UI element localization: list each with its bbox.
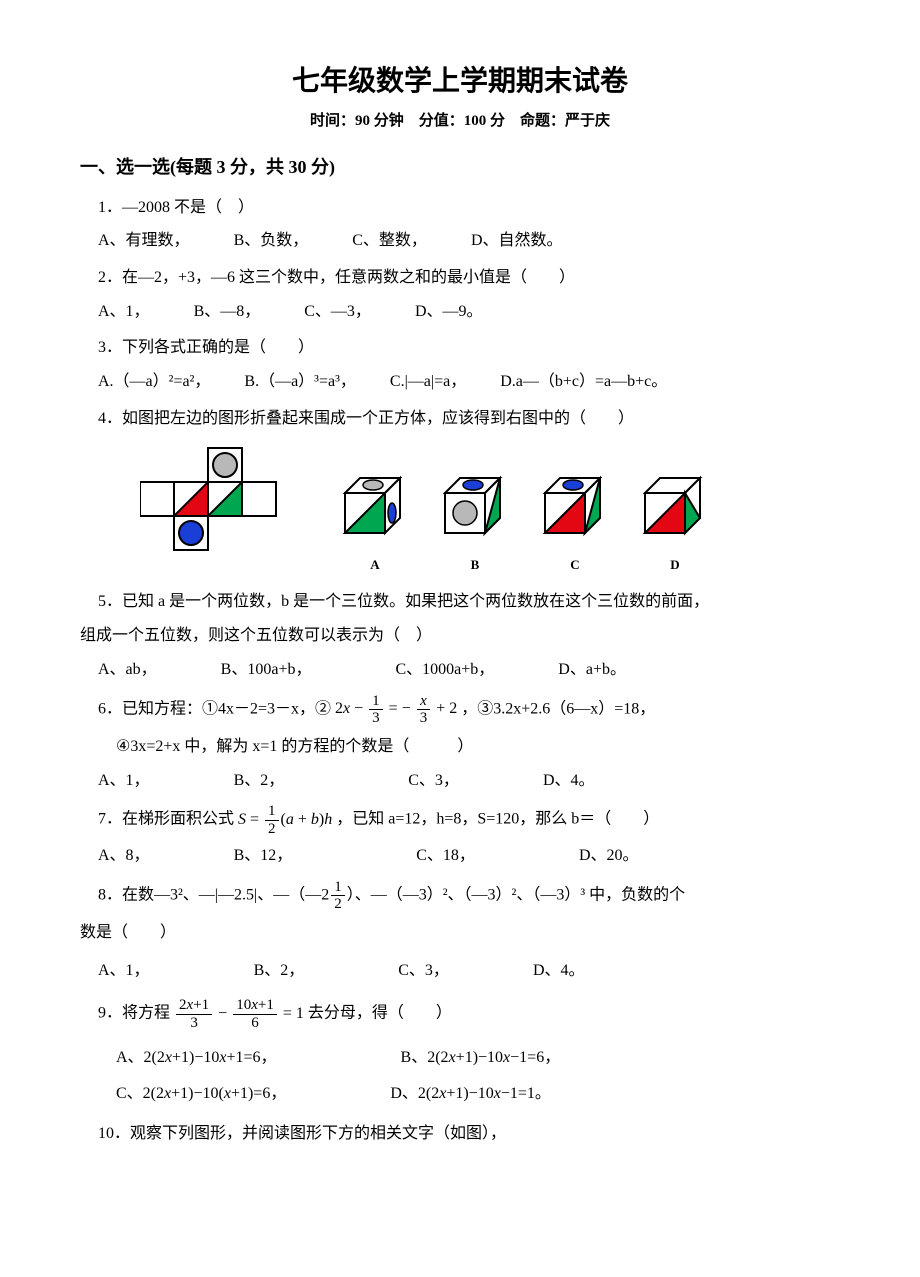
q5-opt-d: D、a+b。 — [558, 657, 626, 683]
q8-prefix: 8．在数—3²、—|—2.5|、—（—2 — [98, 886, 329, 903]
q6-prefix: 6．已知方程：①4x－2=3－x，② — [98, 700, 335, 717]
question-5-options: A、ab， B、100a+b， C、1000a+b， D、a+b。 — [98, 657, 840, 683]
q7-opt-a: A、8， — [98, 843, 150, 869]
q7-opt-c: C、18， — [416, 843, 475, 869]
question-8-options: A、1， B、2， C、3， D、4。 — [98, 958, 840, 984]
question-2-options: A、1， B、—8， C、—3， D、—9。 — [98, 299, 840, 325]
q6-opt-b: B、2， — [234, 768, 285, 794]
q8-opt-a: A、1， — [98, 958, 150, 984]
question-2: 2．在—2，+3，—6 这三个数中，任意两数之和的最小值是（ ） — [98, 264, 840, 293]
q5-opt-b: B、100a+b， — [221, 657, 312, 683]
q3-opt-c: C.|—a|=a， — [390, 369, 466, 395]
section-1-header: 一、选一选(每题 3 分，共 30 分) — [80, 153, 840, 182]
cube-b-icon — [440, 473, 510, 548]
q5-opt-c: C、1000a+b， — [395, 657, 494, 683]
question-7-options: A、8， B、12， C、18， D、20。 — [98, 843, 840, 869]
q2-opt-b: B、—8， — [194, 299, 261, 325]
q6-opt-d: D、4。 — [543, 768, 595, 794]
q8-opt-b: B、2， — [254, 958, 305, 984]
cube-b-label: B — [440, 555, 510, 576]
q9-suffix: 去分母，得（ ） — [308, 1005, 452, 1022]
question-5-line2: 组成一个五位数，则这个五位数可以表示为（ ） — [80, 622, 840, 651]
cube-a-icon — [340, 473, 410, 548]
question-8-line2: 数是（ ） — [80, 919, 840, 948]
cube-d-icon — [640, 473, 710, 548]
q9-opt-b: B、2(2x+1)−10x−1=6， — [401, 1045, 561, 1071]
q8-suffix: ）、—（—3）²、（—3）²、（—3）³ 中，负数的个 — [347, 886, 685, 903]
cube-c-icon — [540, 473, 610, 548]
q1-opt-d: D、自然数。 — [471, 228, 563, 254]
q7-formula: S = 12(a + b)h — [238, 811, 332, 828]
question-1: 1．—2008 不是（ ） — [98, 194, 840, 223]
question-4-figures: A B C — [140, 446, 840, 576]
question-7: 7．在梯形面积公式 S = 12(a + b)h ，已知 a=12，h=8，S=… — [98, 803, 840, 837]
q1-opt-c: C、整数， — [352, 228, 427, 254]
q6-opt-c: C、3， — [408, 768, 459, 794]
question-6-line2: ④3x=2+x 中，解为 x=1 的方程的个数是（ ） — [116, 733, 840, 762]
q6-middle: ，③3.2x+2.6（6—x）=18， — [461, 700, 655, 717]
cube-c-label: C — [540, 555, 610, 576]
q3-opt-b: B.（—a）³=a³， — [244, 369, 356, 395]
q8-opt-d: D、4。 — [533, 958, 585, 984]
question-8: 8．在数—3²、—|—2.5|、—（—212）、—（—3）²、（—3）²、（—3… — [98, 879, 840, 913]
cube-d-label: D — [640, 555, 710, 576]
q1-opt-a: A、有理数， — [98, 228, 190, 254]
q7-prefix: 7．在梯形面积公式 — [98, 811, 238, 828]
q2-opt-a: A、1， — [98, 299, 150, 325]
q9-prefix: 9．将方程 — [98, 1005, 174, 1022]
q6-eq2: 2x − 13 = − x3 + 2 — [335, 700, 457, 717]
question-1-options: A、有理数， B、负数， C、整数， D、自然数。 — [98, 228, 840, 254]
question-3: 3．下列各式正确的是（ ） — [98, 334, 840, 363]
q2-opt-d: D、—9。 — [415, 299, 483, 325]
q7-suffix: ，已知 a=12，h=8，S=120，那么 b＝（ ） — [336, 811, 659, 828]
q3-opt-a: A.（—a）²=a²， — [98, 369, 210, 395]
q1-opt-b: B、负数， — [234, 228, 309, 254]
exam-subtitle: 时间：90 分钟 分值：100 分 命题：严于庆 — [80, 109, 840, 133]
q9-opt-d: D、2(2x+1)−10x−1=1。 — [390, 1081, 551, 1107]
q9-opt-c: C、2(2x+1)−10(x+1)=6， — [116, 1081, 286, 1107]
q2-opt-c: C、—3， — [304, 299, 371, 325]
q3-opt-d: D.a—（b+c）=a—b+c。 — [500, 369, 667, 395]
q9-opt-a: A、2(2x+1)−10x+1=6， — [116, 1045, 277, 1071]
q9-formula: 2x+13 − 10x+16 = 1 — [174, 1005, 304, 1022]
question-4: 4．如图把左边的图形折叠起来围成一个正方体，应该得到右图中的（ ） — [98, 405, 840, 434]
cube-a-label: A — [340, 555, 410, 576]
q7-opt-b: B、12， — [234, 843, 293, 869]
cube-net-icon — [140, 446, 310, 576]
question-5-line1: 5．已知 a 是一个两位数，b 是一个三位数。如果把这个两位数放在这个三位数的前… — [98, 588, 840, 617]
exam-title: 七年级数学上学期期末试卷 — [80, 60, 840, 105]
question-6: 6．已知方程：①4x－2=3－x，② 2x − 13 = − x3 + 2 ，③… — [98, 693, 840, 727]
q5-opt-a: A、ab， — [98, 657, 157, 683]
question-9: 9．将方程 2x+13 − 10x+16 = 1 去分母，得（ ） — [98, 997, 840, 1031]
q6-opt-a: A、1， — [98, 768, 150, 794]
question-9-row1: A、2(2x+1)−10x+1=6， B、2(2x+1)−10x−1=6， — [116, 1045, 840, 1071]
question-6-options: A、1， B、2， C、3， D、4。 — [98, 768, 840, 794]
question-3-options: A.（—a）²=a²， B.（—a）³=a³， C.|—a|=a， D.a—（b… — [98, 369, 840, 395]
q7-opt-d: D、20。 — [579, 843, 639, 869]
q8-opt-c: C、3， — [398, 958, 449, 984]
question-9-row2: C、2(2x+1)−10(x+1)=6， D、2(2x+1)−10x−1=1。 — [116, 1081, 840, 1107]
question-10: 10．观察下列图形，并阅读图形下方的相关文字（如图）， — [98, 1120, 840, 1149]
